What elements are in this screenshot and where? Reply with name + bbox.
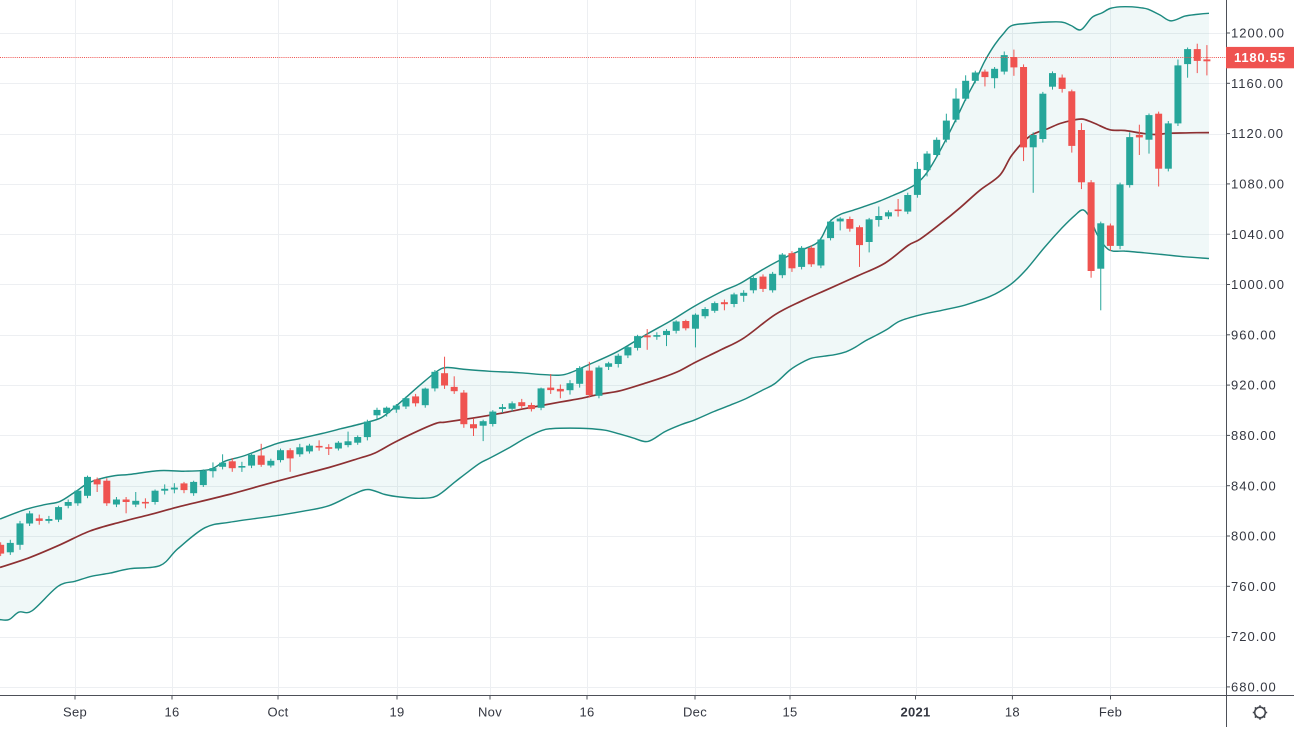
svg-text:1000.00: 1000.00 [1231,277,1285,292]
svg-text:2021: 2021 [900,705,930,720]
svg-text:1180.55: 1180.55 [1234,50,1286,65]
svg-text:960.00: 960.00 [1231,327,1277,342]
svg-text:1080.00: 1080.00 [1231,177,1285,192]
svg-text:720.00: 720.00 [1231,629,1277,644]
svg-text:Nov: Nov [478,705,502,720]
svg-text:Feb: Feb [1099,705,1122,720]
svg-text:19: 19 [389,705,404,720]
svg-text:Oct: Oct [267,705,288,720]
svg-text:840.00: 840.00 [1231,478,1277,493]
svg-text:18: 18 [1005,705,1020,720]
svg-text:1160.00: 1160.00 [1231,76,1284,91]
svg-text:1200.00: 1200.00 [1231,26,1285,41]
svg-text:800.00: 800.00 [1231,529,1277,544]
svg-text:920.00: 920.00 [1231,378,1277,393]
svg-text:16: 16 [164,705,179,720]
svg-text:1040.00: 1040.00 [1231,227,1285,242]
svg-text:Dec: Dec [683,705,707,720]
svg-text:16: 16 [579,705,594,720]
svg-text:680.00: 680.00 [1231,680,1277,695]
svg-text:Sep: Sep [63,705,87,720]
svg-text:1120.00: 1120.00 [1231,126,1284,141]
svg-text:880.00: 880.00 [1231,428,1277,443]
svg-text:15: 15 [782,705,797,720]
svg-text:760.00: 760.00 [1231,579,1277,594]
